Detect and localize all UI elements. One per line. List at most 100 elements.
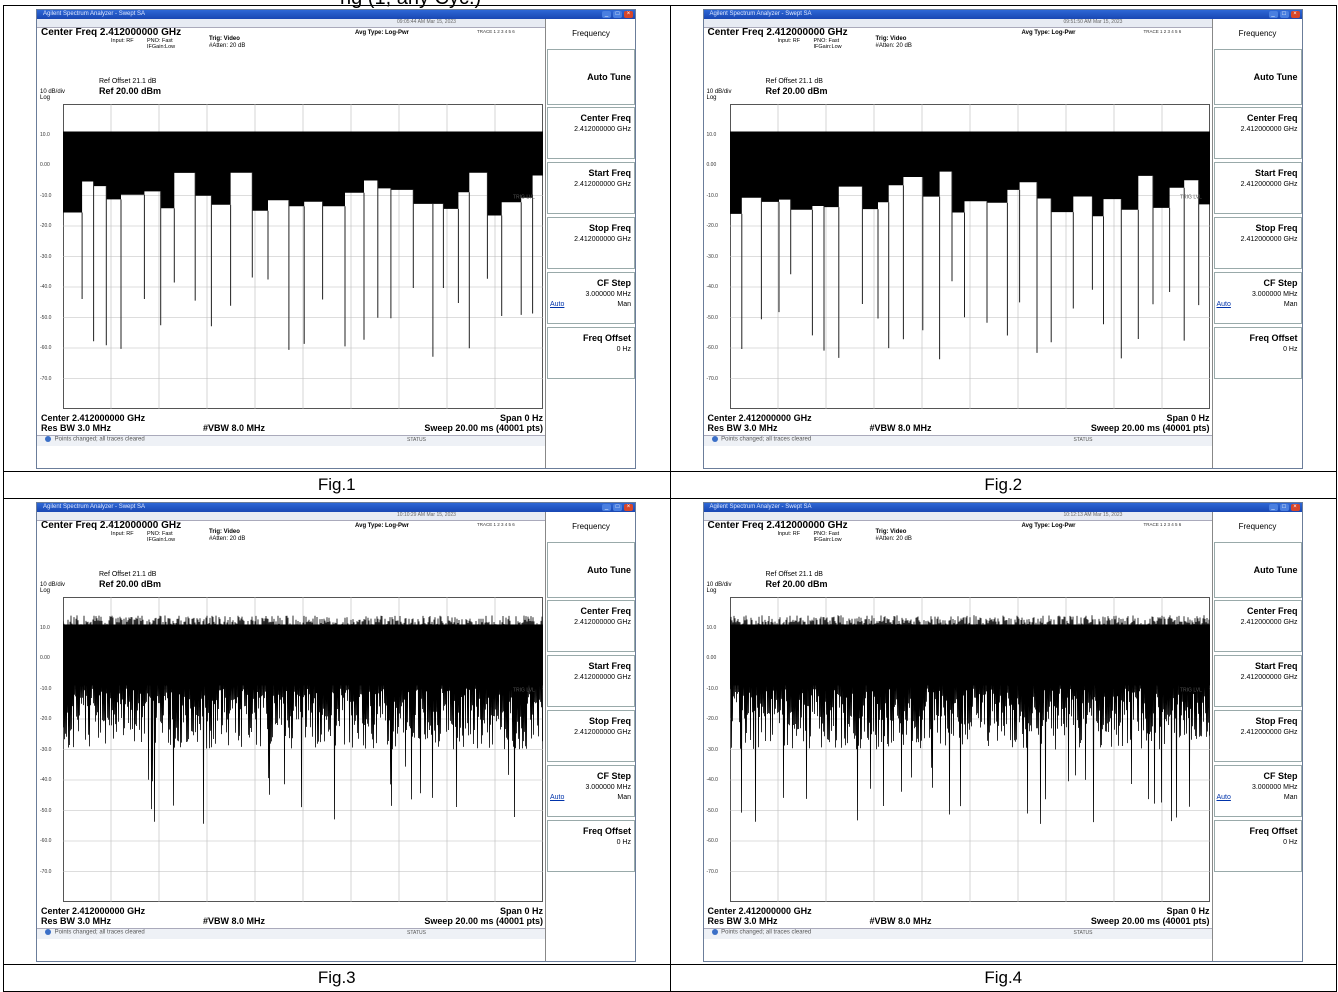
y-tick-label: 0.00	[706, 162, 717, 168]
auto-tune-label: Auto Tune	[1253, 565, 1298, 575]
stop-freq-button[interactable]: Stop Freq 2.412000000 GHz	[547, 217, 635, 269]
y-tick-label: -50.0	[706, 314, 718, 321]
cf-step-auto[interactable]: Auto	[550, 301, 565, 308]
minimize-button[interactable]: _	[602, 504, 611, 511]
close-button[interactable]: ×	[1290, 11, 1300, 18]
stop-freq-label: Stop Freq	[1255, 223, 1298, 233]
cf-step-button[interactable]: CF Step 3.000000 MHz Auto Man	[547, 765, 635, 817]
status-row: 10:12:13 AM Mar 15, 2023	[703, 512, 1212, 521]
cf-step-button[interactable]: CF Step 3.000000 MHz Auto Man	[1213, 272, 1302, 324]
freq-offset-value: 0 Hz	[1283, 346, 1298, 353]
status-button[interactable]: STATUS	[407, 437, 426, 443]
close-button[interactable]: ×	[1290, 504, 1300, 511]
auto-tune-button[interactable]: Auto Tune	[547, 49, 635, 105]
y-tick-label: 10.0	[40, 131, 50, 138]
gate-info: IFGain:Low	[147, 44, 176, 50]
freq-offset-button[interactable]: Freq Offset 0 Hz	[547, 327, 635, 379]
sweep-info: Sweep 20.00 ms (40001 pts)	[1090, 423, 1210, 433]
cf-step-man[interactable]: Man	[1283, 794, 1298, 801]
minimize-button[interactable]: _	[1268, 504, 1278, 511]
minimize-button[interactable]: _	[602, 11, 611, 18]
y-tick-label: 10.0	[706, 624, 717, 631]
analyzer-window: Agilent Spectrum Analyzer - Swept SA _ □…	[36, 502, 636, 962]
center-freq-button[interactable]: Center Freq 2.412000000 GHz	[547, 107, 635, 159]
status-button[interactable]: STATUS	[1073, 437, 1093, 443]
ref-level: Ref 20.00 dBm	[99, 579, 162, 589]
freq-offset-button[interactable]: Freq Offset 0 Hz	[1213, 820, 1302, 872]
auto-tune-label: Auto Tune	[1253, 72, 1298, 82]
stop-freq-button[interactable]: Stop Freq 2.412000000 GHz	[1213, 217, 1302, 269]
window-titlebar: Agilent Spectrum Analyzer - Swept SA _ □…	[703, 503, 1302, 512]
y-tick-label: -30.0	[40, 746, 52, 753]
center-freq-button[interactable]: Center Freq 2.412000000 GHz	[1213, 107, 1302, 159]
start-freq-button[interactable]: Start Freq 2.412000000 GHz	[547, 162, 635, 214]
close-button[interactable]: ×	[624, 11, 633, 18]
figure-caption-2: Fig.2	[669, 471, 1337, 499]
center-bottom: Center 2.412000000 GHz	[41, 413, 146, 423]
freq-offset-label: Freq Offset	[582, 333, 631, 343]
message-bar: Points changed; all traces cleared STATU…	[703, 435, 1212, 446]
freq-offset-button[interactable]: Freq Offset 0 Hz	[1213, 327, 1302, 379]
figure-cell-3: Agilent Spectrum Analyzer - Swept SA _ □…	[3, 498, 671, 965]
freq-offset-label: Freq Offset	[1249, 826, 1298, 836]
stop-freq-value: 2.412000000 GHz	[1240, 236, 1298, 243]
start-freq-button[interactable]: Start Freq 2.412000000 GHz	[547, 655, 635, 707]
start-freq-label: Start Freq	[588, 168, 631, 178]
center-freq-button[interactable]: Center Freq 2.412000000 GHz	[547, 600, 635, 652]
auto-tune-button[interactable]: Auto Tune	[1213, 49, 1302, 105]
start-freq-label: Start Freq	[588, 661, 631, 671]
gate-info: IFGain:Low	[813, 537, 842, 543]
cf-step-auto[interactable]: Auto	[550, 794, 565, 801]
cf-step-auto[interactable]: Auto	[1216, 794, 1231, 801]
start-freq-button[interactable]: Start Freq 2.412000000 GHz	[1213, 655, 1302, 707]
y-tick-label: -60.0	[40, 838, 52, 844]
message-bar: Points changed; all traces cleared STATU…	[37, 928, 545, 939]
start-freq-label: Start Freq	[1254, 661, 1298, 671]
vbw: #VBW 8.0 MHz	[869, 423, 932, 433]
cf-step-man[interactable]: Man	[617, 301, 631, 308]
auto-tune-button[interactable]: Auto Tune	[1213, 542, 1302, 598]
center-freq-title: Center Freq 2.412000000 GHz	[41, 27, 182, 38]
trace-svg: TRIG LVL	[729, 104, 1210, 409]
message-bar: Points changed; all traces cleared STATU…	[703, 928, 1212, 939]
center-bottom: Center 2.412000000 GHz	[707, 906, 812, 916]
cf-step-auto[interactable]: Auto	[1216, 301, 1231, 308]
trace-plot: TRIG LVL	[729, 104, 1210, 409]
center-freq-button[interactable]: Center Freq 2.412000000 GHz	[1213, 600, 1302, 652]
stop-freq-button[interactable]: Stop Freq 2.412000000 GHz	[1213, 710, 1302, 762]
info-icon	[45, 929, 51, 935]
center-freq-value: 2.412000000 GHz	[1240, 619, 1298, 626]
cf-step-button[interactable]: CF Step 3.000000 MHz Auto Man	[1213, 765, 1302, 817]
figure-cell-4: Agilent Spectrum Analyzer - Swept SA _ □…	[669, 498, 1337, 965]
center-freq-title: Center Freq 2.412000000 GHz	[707, 27, 848, 38]
ref-level: Ref 20.00 dBm	[765, 579, 828, 589]
maximize-button[interactable]: □	[1279, 11, 1289, 18]
trig-info: Trig: Video	[875, 529, 907, 535]
cf-step-man[interactable]: Man	[617, 794, 631, 801]
freq-offset-value: 0 Hz	[616, 346, 631, 353]
atten-info: #Atten: 20 dB	[875, 43, 912, 49]
maximize-button[interactable]: □	[613, 504, 622, 511]
input-info: Input: RF	[777, 38, 801, 44]
burst-envelope	[729, 131, 1210, 217]
status-button[interactable]: STATUS	[1073, 930, 1093, 936]
close-button[interactable]: ×	[624, 504, 633, 511]
minimize-button[interactable]: _	[1268, 11, 1278, 18]
cf-step-label: CF Step	[596, 771, 631, 781]
bottom-row-1: Center 2.412000000 GHz Span 0 Hz	[708, 906, 1210, 916]
y-tick-label: 0.00	[40, 655, 50, 661]
center-freq-title: Center Freq 2.412000000 GHz	[707, 520, 848, 531]
maximize-button[interactable]: □	[613, 11, 622, 18]
freq-offset-button[interactable]: Freq Offset 0 Hz	[547, 820, 635, 872]
ref-offset: Ref Offset 21.1 dB	[765, 571, 823, 578]
stop-freq-button[interactable]: Stop Freq 2.412000000 GHz	[547, 710, 635, 762]
trig-level-label: TRIG LVL	[1180, 688, 1202, 694]
cf-step-button[interactable]: CF Step 3.000000 MHz Auto Man	[547, 272, 635, 324]
auto-tune-button[interactable]: Auto Tune	[547, 542, 635, 598]
maximize-button[interactable]: □	[1279, 504, 1289, 511]
y-tick-label: 0.00	[40, 162, 50, 168]
status-button[interactable]: STATUS	[407, 930, 426, 936]
cf-step-man[interactable]: Man	[1283, 301, 1298, 308]
start-freq-button[interactable]: Start Freq 2.412000000 GHz	[1213, 162, 1302, 214]
avg-type: Avg Type: Log-Pwr	[1021, 523, 1076, 529]
